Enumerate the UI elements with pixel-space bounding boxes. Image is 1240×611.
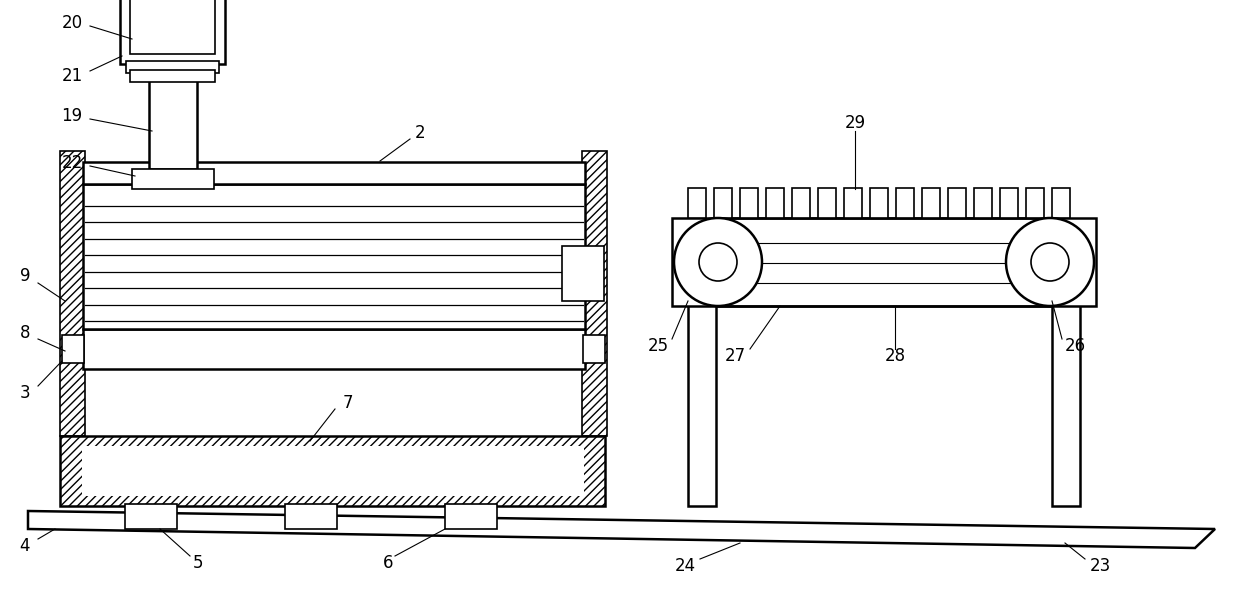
Text: 22: 22 — [61, 154, 83, 172]
Bar — [1025, 188, 1044, 218]
Circle shape — [1006, 218, 1094, 306]
Bar — [844, 188, 862, 218]
Bar — [973, 188, 992, 218]
Text: 24: 24 — [675, 557, 696, 575]
Text: 23: 23 — [1090, 557, 1111, 575]
Text: 3: 3 — [20, 384, 30, 402]
Text: 27: 27 — [724, 347, 745, 365]
Text: 7: 7 — [342, 394, 353, 412]
Bar — [131, 169, 215, 189]
Bar — [688, 188, 706, 218]
Bar — [62, 335, 84, 363]
Bar — [714, 188, 732, 218]
Text: 8: 8 — [20, 324, 30, 342]
Bar — [1052, 188, 1070, 218]
Text: 29: 29 — [844, 114, 866, 132]
Bar — [897, 188, 914, 218]
Bar — [870, 188, 888, 218]
Bar — [149, 64, 197, 169]
Bar — [130, 0, 215, 54]
Polygon shape — [29, 511, 1215, 548]
Text: 26: 26 — [1064, 337, 1085, 355]
Bar — [740, 188, 758, 218]
Bar — [285, 504, 337, 529]
Text: 28: 28 — [884, 347, 905, 365]
Bar — [83, 184, 585, 329]
Bar — [562, 246, 604, 301]
Bar — [688, 288, 715, 506]
Circle shape — [675, 218, 763, 306]
Bar — [445, 504, 497, 529]
Bar — [82, 446, 584, 496]
Text: 20: 20 — [62, 14, 83, 32]
Bar — [120, 0, 224, 64]
Bar — [766, 188, 784, 218]
Bar — [999, 188, 1018, 218]
Bar — [582, 151, 608, 436]
Text: 6: 6 — [383, 554, 393, 572]
Bar — [818, 188, 836, 218]
Bar — [923, 188, 940, 218]
Bar — [126, 61, 219, 73]
Bar — [792, 188, 810, 218]
Text: 2: 2 — [414, 124, 425, 142]
Bar — [83, 329, 585, 369]
Bar — [949, 188, 966, 218]
Circle shape — [699, 243, 737, 281]
Bar — [672, 218, 1096, 306]
Bar — [583, 335, 605, 363]
Bar — [125, 504, 177, 529]
Bar — [60, 436, 605, 506]
Bar — [83, 162, 585, 184]
Text: 19: 19 — [62, 107, 83, 125]
Circle shape — [1030, 243, 1069, 281]
Text: 5: 5 — [192, 554, 203, 572]
Bar — [1052, 288, 1080, 506]
Text: 4: 4 — [20, 537, 30, 555]
Text: 9: 9 — [20, 267, 30, 285]
Bar — [130, 70, 215, 82]
Text: 21: 21 — [61, 67, 83, 85]
Text: 25: 25 — [647, 337, 668, 355]
Bar — [60, 151, 86, 436]
